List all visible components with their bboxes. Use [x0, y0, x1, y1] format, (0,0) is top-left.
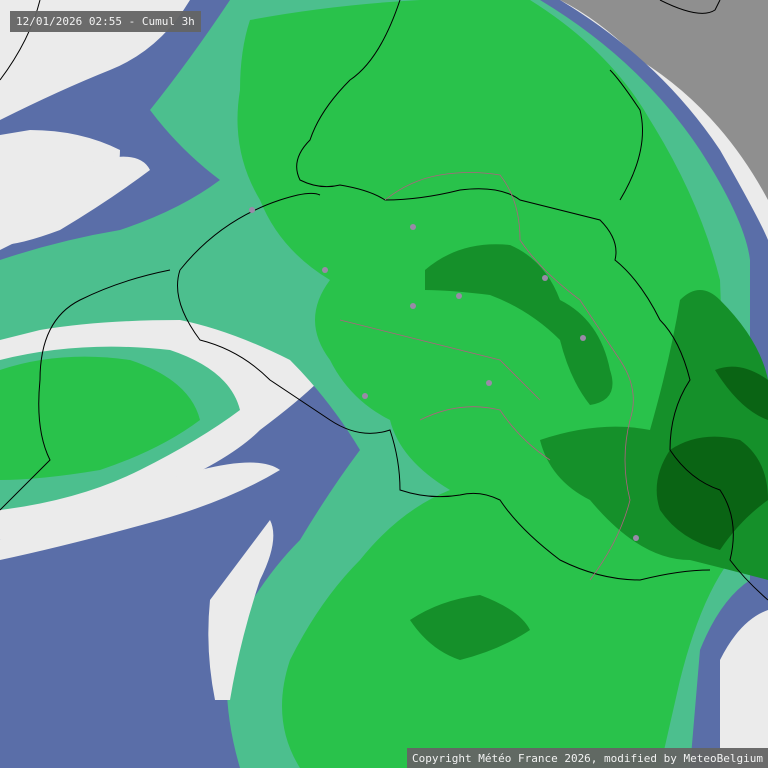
dry-band-sw: [208, 520, 274, 700]
heavy-rain-center: [425, 244, 613, 405]
country-border: [177, 269, 711, 581]
city-marker: [633, 535, 639, 541]
coastline: [0, 0, 321, 271]
timestamp-label: 12/01/2026 02:55 - Cumul 3h: [10, 11, 201, 32]
city-marker: [249, 207, 255, 213]
dry-band-nw: [0, 156, 150, 245]
country-border: [296, 0, 768, 601]
city-marker: [410, 224, 416, 230]
very-heavy-rain-ne: [715, 366, 768, 420]
country-border: [609, 0, 721, 201]
heavy-rain-south: [410, 595, 530, 660]
city-marker: [486, 380, 492, 386]
moderate-rain: [237, 0, 730, 768]
copyright-label: Copyright Météo France 2026, modified by…: [407, 748, 768, 768]
city-marker: [362, 393, 368, 399]
dry-corner-se: [730, 640, 768, 768]
dry-band-west: [0, 462, 280, 560]
city-marker: [542, 275, 548, 281]
country-border: [0, 269, 171, 511]
city-markers: [249, 207, 639, 541]
city-marker: [580, 335, 586, 341]
region-border: [339, 172, 634, 581]
city-marker: [456, 293, 462, 299]
no-data-region: [560, 0, 768, 200]
city-marker: [410, 303, 416, 309]
city-marker: [322, 267, 328, 273]
moderate-rain-west: [0, 356, 200, 480]
very-heavy-rain: [656, 436, 768, 550]
borders: [0, 0, 768, 601]
